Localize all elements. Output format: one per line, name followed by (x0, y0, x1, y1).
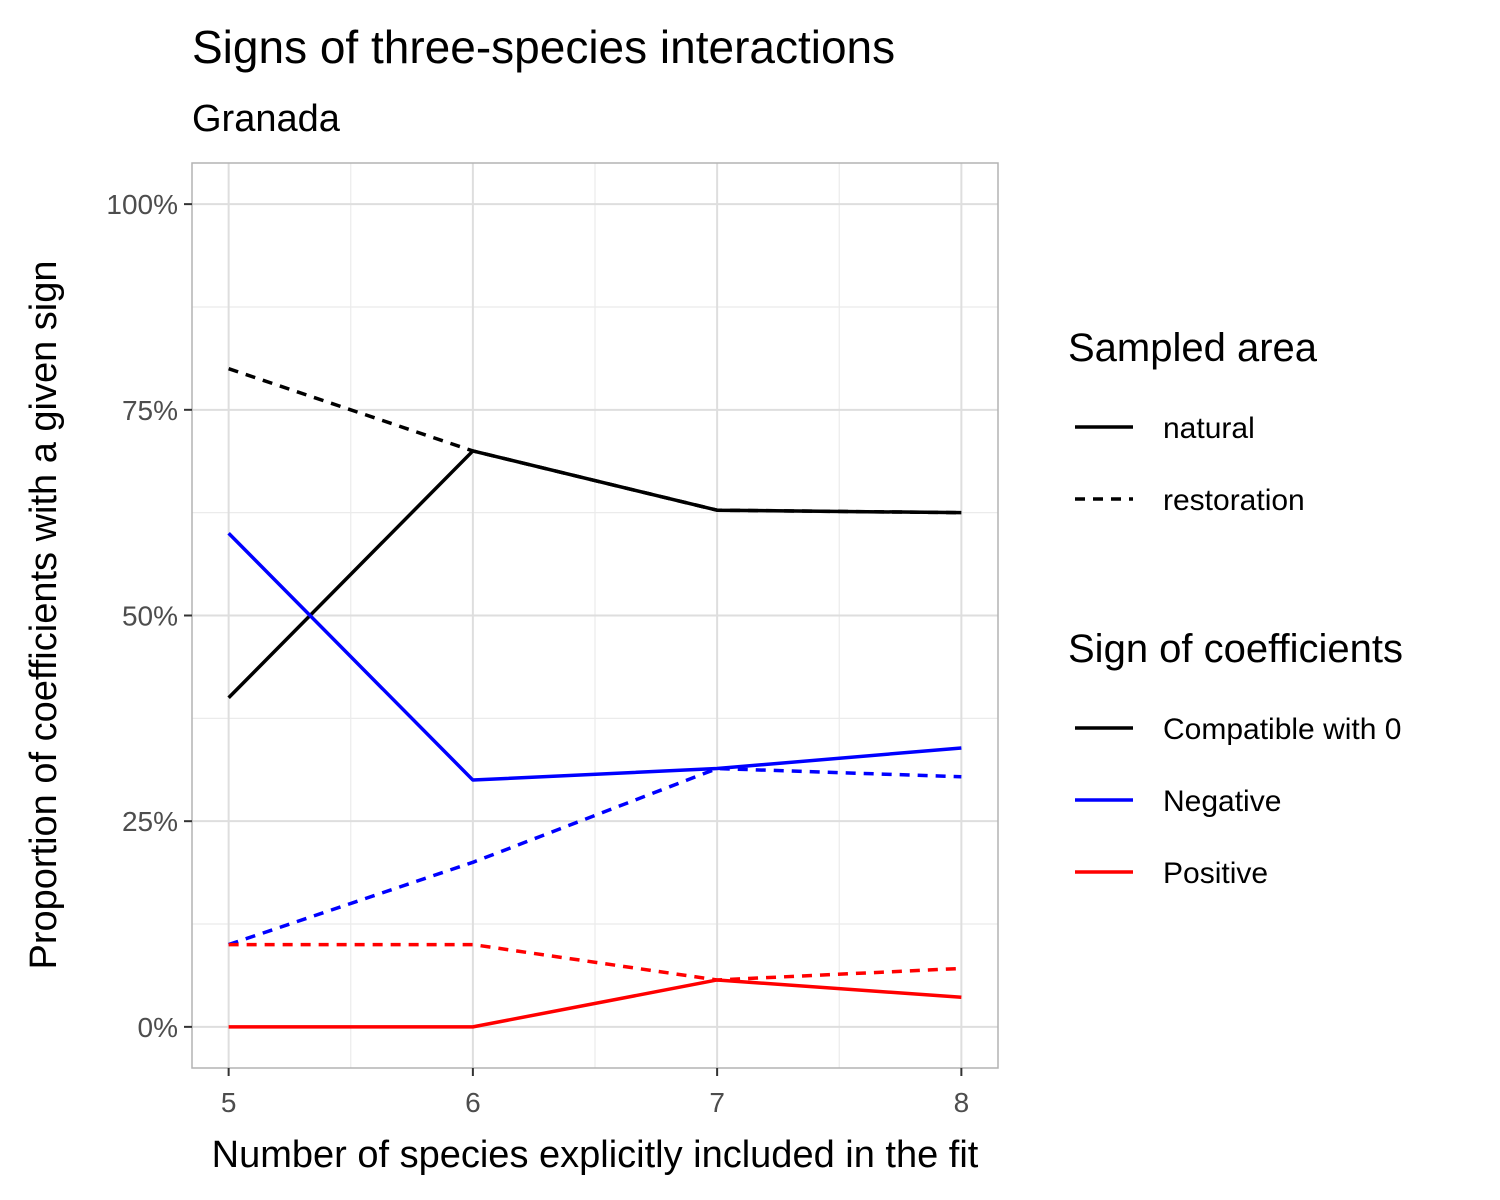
legend-title: Sampled area (1068, 326, 1318, 370)
y-tick-label: 25% (122, 806, 178, 837)
legend-label: Positive (1163, 857, 1268, 890)
chart-title: Signs of three-species interactions (192, 21, 895, 73)
series-line-positive-natural (228, 978, 962, 1029)
series-line-positive-restoration (228, 942, 962, 982)
y-tick-label: 50% (122, 601, 178, 632)
series-line-compatible-with-0-restoration (228, 367, 962, 515)
legend-label: natural (1163, 412, 1255, 445)
legend-sign-of-coefficients: Sign of coefficients Compatible with 0 Neg… (1068, 627, 1403, 890)
x-tick-label: 6 (465, 1087, 481, 1118)
legends: Sampled area natural restoration Sign of co… (1068, 326, 1403, 890)
x-axis-ticks: 5 6 7 8 (221, 1068, 969, 1118)
y-tick-label: 0% (138, 1012, 178, 1043)
x-tick-label: 5 (221, 1087, 237, 1118)
legend-label: restoration (1163, 484, 1305, 517)
y-tick-label: 75% (122, 395, 178, 426)
legend-sampled-area: Sampled area natural restoration (1068, 326, 1318, 517)
legend-label: Negative (1163, 785, 1281, 818)
chart-subtitle: Granada (192, 98, 341, 140)
x-tick-label: 7 (709, 1087, 725, 1118)
series-lines (227, 367, 962, 1029)
y-tick-label: 100% (106, 189, 178, 220)
x-tick-label: 8 (954, 1087, 970, 1118)
y-axis-ticks: 0% 25% 50% 75% 100% (106, 189, 192, 1043)
legend-label: Compatible with 0 (1163, 713, 1401, 746)
series-line-negative-restoration (228, 766, 962, 947)
x-axis-label: Number of species explicitly included in… (212, 1134, 979, 1176)
series-line-negative-natural (227, 531, 962, 782)
legend-title: Sign of coefficients (1068, 627, 1403, 671)
y-axis-label: Proportion of coefficients with a given … (23, 260, 65, 969)
